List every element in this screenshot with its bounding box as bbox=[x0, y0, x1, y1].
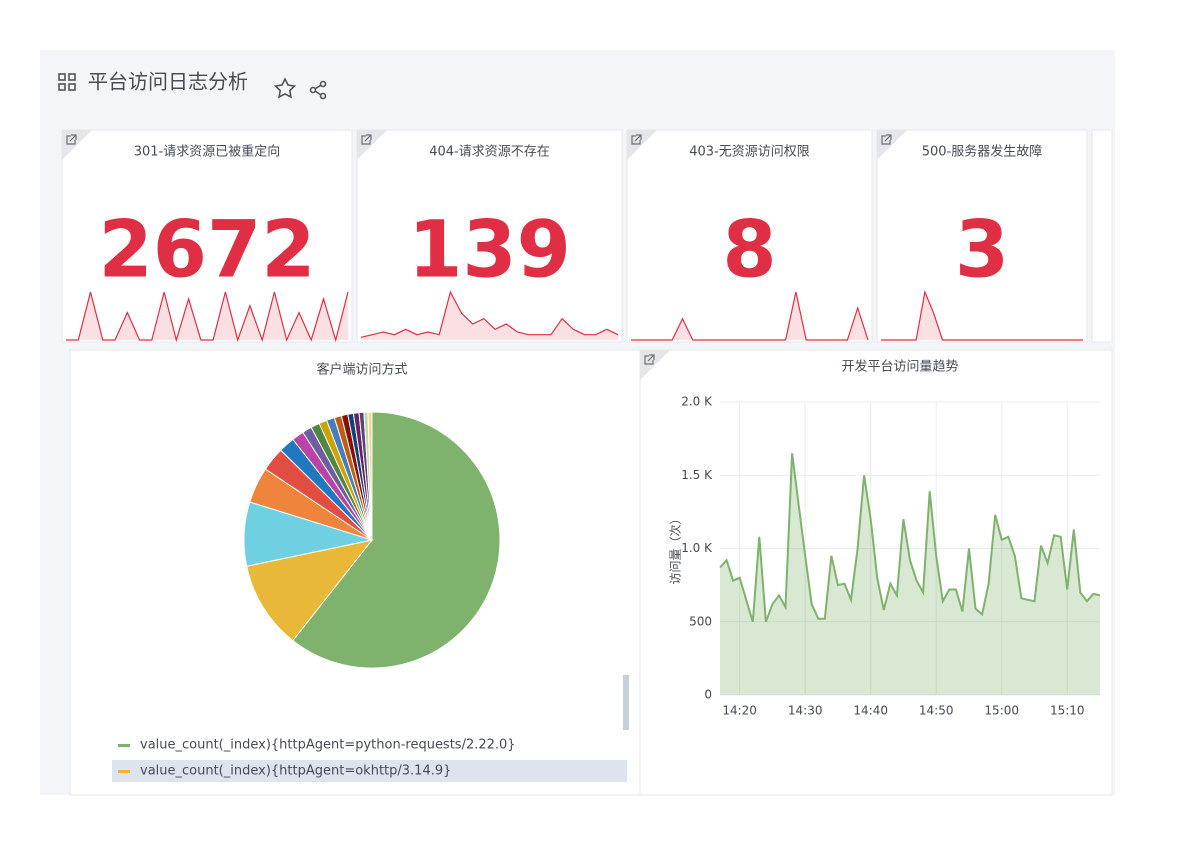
stat-panel bbox=[876, 129, 1088, 343]
panel-link-icon[interactable] bbox=[66, 134, 77, 145]
panel-title: 500-服务器发生故障 bbox=[922, 144, 1043, 160]
sparkline bbox=[631, 291, 869, 341]
panel-title: 开发平台访问量趋势 bbox=[841, 359, 958, 375]
legend-label[interactable]: value_count(_index){httpAgent=okhttp/3.1… bbox=[140, 764, 451, 779]
sparkline-area bbox=[66, 292, 348, 340]
y-tick-label: 2.0 K bbox=[681, 395, 713, 409]
panel-link-icon[interactable] bbox=[644, 354, 655, 365]
dashboard-title: 平台访问日志分析 bbox=[88, 70, 248, 94]
dashboard-icon[interactable] bbox=[58, 73, 76, 91]
stat-value: 8 bbox=[722, 205, 776, 295]
stat-value: 3 bbox=[955, 205, 1009, 295]
x-tick-label: 15:10 bbox=[1050, 704, 1085, 718]
star-button[interactable] bbox=[273, 77, 297, 99]
panel-corner bbox=[877, 130, 907, 160]
panel-link-icon[interactable] bbox=[631, 134, 642, 145]
stat-panel bbox=[61, 129, 353, 343]
panel-corner bbox=[357, 130, 387, 160]
y-tick-label: 0 bbox=[704, 688, 712, 702]
panel-partial bbox=[1091, 129, 1113, 343]
legend-swatch bbox=[118, 770, 130, 773]
sparkline bbox=[360, 290, 619, 338]
x-tick-label: 14:40 bbox=[853, 704, 888, 718]
y-tick-label: 1.0 K bbox=[681, 541, 713, 555]
panel-corner bbox=[640, 350, 670, 380]
share-button[interactable] bbox=[309, 80, 327, 100]
panel-link-icon[interactable] bbox=[361, 134, 372, 145]
panel-title: 403-无资源访问权限 bbox=[689, 144, 810, 160]
line-area bbox=[720, 453, 1100, 695]
pie-slice bbox=[367, 411, 373, 541]
stat-panel bbox=[356, 129, 623, 343]
panel-link-icon[interactable] bbox=[881, 134, 892, 145]
legend-swatch bbox=[118, 744, 130, 747]
panel-corner bbox=[62, 130, 92, 160]
line-series bbox=[719, 453, 1101, 623]
sparkline bbox=[881, 289, 1083, 341]
legend-scrollbar bbox=[623, 675, 629, 730]
panel-title: 404-请求资源不存在 bbox=[429, 145, 550, 160]
sparkline bbox=[66, 291, 349, 343]
sparkline-area bbox=[881, 292, 1083, 340]
y-tick-label: 1.5 K bbox=[681, 468, 713, 482]
y-tick-label: 500 bbox=[689, 614, 712, 628]
stat-value: 139 bbox=[408, 205, 571, 295]
pie-slice bbox=[292, 411, 501, 669]
legend-row-highlight bbox=[112, 760, 627, 782]
pie-slice bbox=[246, 539, 374, 642]
stat-panel bbox=[626, 129, 873, 343]
stat-value: 2672 bbox=[98, 205, 315, 295]
panel-title: 客户端访问方式 bbox=[316, 362, 407, 378]
x-tick-label: 14:50 bbox=[919, 704, 954, 718]
x-tick-label: 14:20 bbox=[722, 704, 757, 718]
panel-title: 301-请求资源已被重定向 bbox=[134, 144, 281, 160]
panel-corner bbox=[627, 130, 657, 160]
x-tick-label: 14:30 bbox=[788, 704, 823, 718]
y-axis-label: 访问量（次） bbox=[669, 512, 683, 584]
x-tick-label: 15:00 bbox=[984, 704, 1019, 718]
legend-label[interactable]: value_count(_index){httpAgent=python-req… bbox=[140, 738, 516, 753]
